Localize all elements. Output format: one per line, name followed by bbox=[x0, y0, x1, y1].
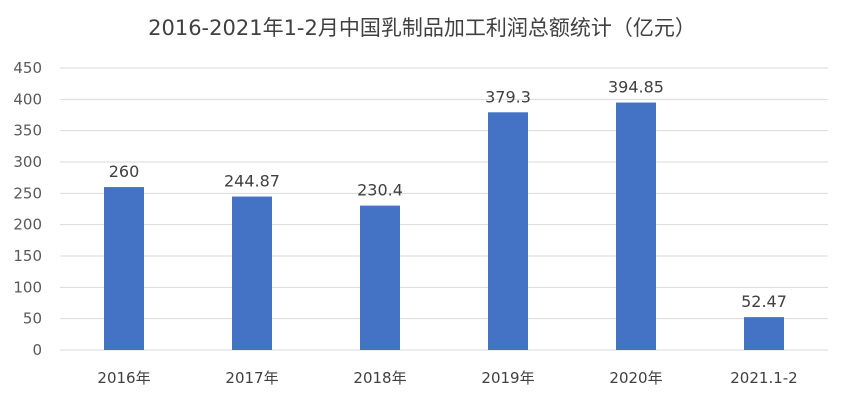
y-tick-label: 400 bbox=[13, 90, 42, 108]
bar bbox=[104, 187, 144, 350]
y-tick-label: 450 bbox=[13, 59, 42, 77]
y-tick-label: 50 bbox=[23, 310, 42, 328]
chart-title: 2016-2021年1-2月中国乳制品加工利润总额统计（亿元） bbox=[148, 16, 696, 40]
y-tick-label: 350 bbox=[13, 122, 42, 140]
x-tick-label: 2021.1-2 bbox=[730, 369, 797, 387]
x-tick-label: 2019年 bbox=[481, 369, 534, 387]
bar bbox=[232, 196, 272, 350]
y-tick-label: 200 bbox=[13, 216, 42, 234]
y-tick-label: 150 bbox=[13, 247, 42, 265]
data-label: 394.85 bbox=[608, 78, 664, 97]
bar bbox=[744, 317, 784, 350]
bar bbox=[488, 112, 528, 351]
data-label: 260 bbox=[109, 162, 140, 181]
x-tick-label: 2018年 bbox=[353, 369, 406, 387]
y-tick-label: 250 bbox=[13, 184, 42, 202]
x-tick-label: 2016年 bbox=[97, 369, 150, 387]
bar bbox=[360, 205, 400, 350]
data-label: 52.47 bbox=[741, 292, 787, 311]
bar bbox=[616, 102, 656, 350]
y-tick-label: 0 bbox=[32, 341, 42, 359]
x-tick-label: 2017年 bbox=[225, 369, 278, 387]
y-tick-label: 300 bbox=[13, 153, 42, 171]
data-label: 379.3 bbox=[485, 87, 531, 106]
y-tick-label: 100 bbox=[13, 278, 42, 296]
data-label: 244.87 bbox=[224, 172, 280, 191]
data-label: 230.4 bbox=[357, 181, 403, 200]
x-tick-label: 2020年 bbox=[609, 369, 662, 387]
